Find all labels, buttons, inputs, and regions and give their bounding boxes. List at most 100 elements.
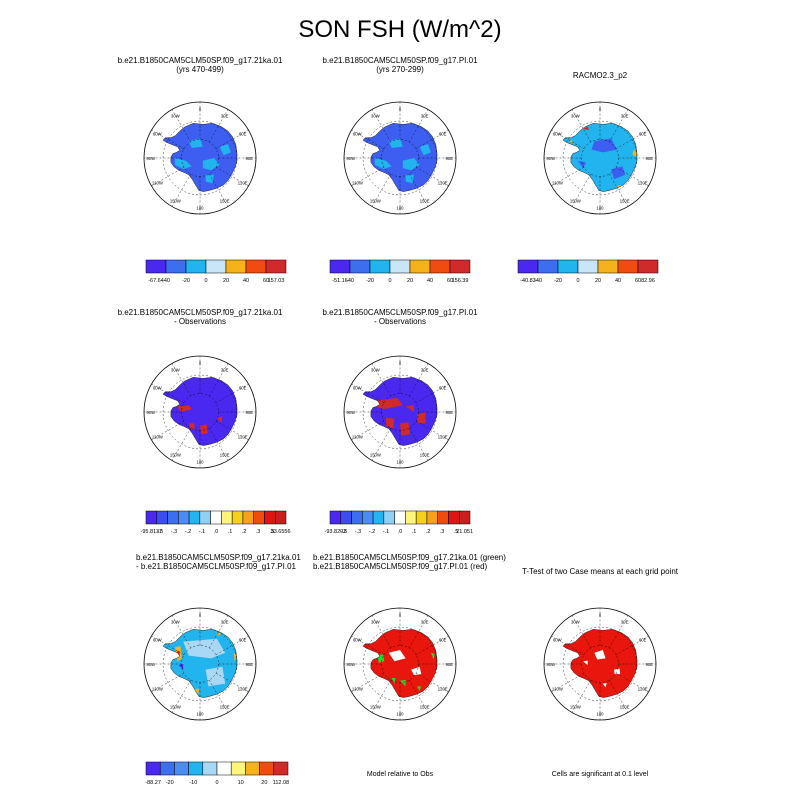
meridian-label: 120W (552, 181, 563, 186)
meridian-label: 120E (438, 181, 448, 186)
field-region (411, 666, 422, 676)
meridian-label: 60E (639, 131, 647, 136)
meridian-label: 120W (352, 181, 363, 186)
panel-6-title: b.e21.B1850CAM5CLM50SP.f09_g17.21ka.01 -… (136, 553, 306, 571)
colorbar-panel-6: -88.27 -20 -10 0 10 20 112.08 (145, 761, 289, 786)
meridian-label: 150W (170, 199, 181, 204)
colorbar-swatch (448, 510, 460, 525)
coastline (562, 123, 638, 192)
meridian-label: 60W (353, 131, 362, 136)
colorbar-swatch (205, 259, 227, 274)
field-region (583, 126, 589, 130)
colorbar-tick-label: 20 (595, 278, 601, 284)
colorbar-tick-label: -20 (554, 278, 562, 284)
meridian-label: 120E (438, 687, 448, 692)
meridian-label: 90W (146, 662, 155, 667)
coastline (562, 629, 638, 698)
colorbar-tick-label: 33.6556 (271, 529, 291, 535)
colorbar-swatch (458, 510, 471, 525)
map-panel-5: 0 30E 60E 90E 120E 150E 180 150W 120W 90W 60W 30W (343, 355, 457, 469)
meridian-label: 180 (397, 459, 405, 464)
colorbar-tick-label: -67.64 (148, 278, 164, 284)
colorbar-tick-label: 156.39 (452, 278, 469, 284)
colorbar-tick-label: -20 (182, 278, 190, 284)
meridian-label: 0 (399, 613, 402, 618)
meridian-label: 180 (597, 205, 605, 210)
colorbar-tick-label: -.3 (355, 529, 361, 535)
meridian-label: 150W (370, 199, 381, 204)
colorbar-tick-label: 60 (635, 278, 641, 284)
colorbar-swatch (340, 510, 352, 525)
meridian-label: 90E (646, 156, 654, 161)
meridian-label: 120W (152, 687, 163, 692)
field-region (632, 149, 637, 157)
meridian-label: 90W (546, 662, 555, 667)
field-region (188, 423, 195, 430)
colorbar-panel-3: -40.83-40 -20 0 20 40 60 82.96 (517, 259, 659, 284)
colorbar-swatch (221, 510, 233, 525)
coastline (362, 377, 438, 446)
meridian-label: 90E (446, 410, 454, 415)
colorbar-tick-label: .3 (440, 529, 445, 535)
colorbar-tick-label: -40 (162, 278, 170, 284)
colorbar-swatch (349, 259, 371, 274)
colorbar-swatch (273, 761, 289, 776)
meridian-label: 120E (638, 687, 648, 692)
meridian-label: 150W (570, 705, 581, 710)
map-panel-6: 0 30E 60E 90E 120E 150E 180 150W 120W 90W 60W 30W (143, 607, 257, 721)
colorbar-tick-label: -88.27 (145, 780, 161, 786)
colorbar-panel-4: -95.8137-.5 -.3 -.2 -.1 .0 .1 .2 .3 .533.6556 (141, 510, 291, 535)
meridian-label: 90E (446, 156, 454, 161)
colorbar-tick-label: 20 (407, 278, 413, 284)
page-title: SON FSH (W/m^2) (298, 16, 502, 43)
meridian-label: 0 (399, 107, 402, 112)
field-region (405, 405, 414, 412)
colorbar-swatch (188, 761, 204, 776)
colorbar-tick-label: -.2 (185, 529, 191, 535)
field-region (602, 683, 607, 688)
meridian-label: 180 (397, 205, 405, 210)
meridian-label: 0 (599, 613, 602, 618)
meridian-label: 90E (246, 410, 254, 415)
colorbar-tick-label: 82.96 (641, 278, 655, 284)
meridian-label: 150E (420, 453, 430, 458)
field-region (416, 686, 422, 691)
panel-2-title-line-2: (yrs 270-299) (376, 65, 424, 74)
field-region (202, 158, 220, 171)
colorbar-swatch (405, 510, 417, 525)
colorbar-swatch (449, 259, 471, 274)
coastline (362, 629, 438, 698)
colorbar-swatch (429, 259, 451, 274)
meridian-label: 180 (397, 711, 405, 716)
meridian-label: 150E (620, 705, 630, 710)
field-region (233, 652, 237, 662)
colorbar-tick-label: 40 (243, 278, 249, 284)
colorbar-swatch (426, 510, 438, 525)
colorbar-tick-label: 10 (238, 780, 244, 786)
colorbar-tick-label: -.3 (171, 529, 177, 535)
meridian-label: 150W (370, 453, 381, 458)
colorbar-swatch (372, 510, 385, 525)
colorbar-swatch (159, 761, 175, 776)
latitude-line (362, 120, 438, 196)
field-region (174, 158, 192, 170)
field-region (400, 422, 411, 436)
meridian-label: 30E (621, 113, 629, 118)
panel-7-note: Model relative to Obs (366, 771, 434, 778)
panel-6-title-line-2: - b.e21.B1850CAM5CLM50SP.f09_g17.PI.01 (136, 562, 296, 571)
panel-1-title: b.e21.B1850CAM5CLM50SP.f09_g17.21ka.01 (… (100, 56, 300, 74)
field-region (430, 652, 435, 660)
colorbar-tick-label: .3 (256, 529, 261, 535)
meridian-label: 0 (199, 107, 202, 112)
panel-4-title-line-2: - Observations (173, 317, 227, 326)
meridian-label: 30W (371, 367, 380, 372)
colorbar-swatch (145, 259, 167, 274)
panel-7-title-line-2: b.e21.B1850CAM5CLM50SP.f09_g17.PI.01 (re… (313, 562, 488, 571)
colorbar-swatch (156, 510, 168, 525)
colorbar-tick-label: -.5 (157, 529, 163, 535)
colorbar-swatch (230, 761, 246, 776)
meridian-label: 60W (353, 637, 362, 642)
colorbar-tick-label: .0 (214, 529, 219, 535)
colorbar-tick-label: .2 (242, 529, 247, 535)
